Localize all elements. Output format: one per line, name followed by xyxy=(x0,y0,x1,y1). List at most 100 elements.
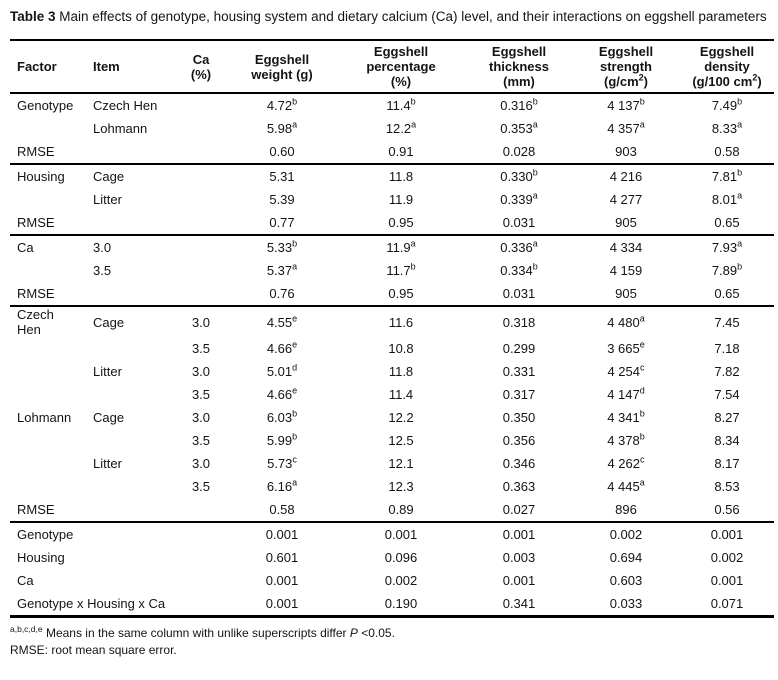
cell-eggshell-weight: 5.31 xyxy=(228,163,336,188)
item-cell: 3.0 xyxy=(86,234,174,259)
cell-eggshell-thickness: 0.331 xyxy=(502,364,536,379)
cell-eggshell-strength: 4 254c xyxy=(607,362,645,379)
table-row: RMSE 0.77 0.95 0.031 905 0.65 xyxy=(10,211,774,235)
item-cell: Cage xyxy=(86,163,174,188)
ca-cell xyxy=(174,282,228,306)
ca-cell xyxy=(174,188,228,211)
factor-cell: RMSE xyxy=(17,144,55,159)
cell-eggshell-percentage: 11.4 xyxy=(388,387,414,402)
table-row: Housing 0.601 0.096 0.003 0.694 0.002 xyxy=(10,546,774,569)
cell-eggshell-density: 8.17 xyxy=(714,456,740,471)
cell-eggshell-thickness: 0.363 xyxy=(502,479,536,494)
cell-eggshell-weight: 5.33b xyxy=(228,234,336,259)
table-caption: Table 3 Main effects of genotype, housin… xyxy=(10,8,768,25)
cell-eggshell-density: 8.34 xyxy=(714,433,740,448)
table-row: 3.5 4.66e 10.8 0.299 3 665e 7.18 xyxy=(10,337,774,360)
col-header-factor: Factor xyxy=(10,39,86,94)
table-row: RMSE 0.76 0.95 0.031 905 0.65 xyxy=(10,282,774,306)
cell-eggshell-strength: 3 665e xyxy=(607,339,645,356)
cell-eggshell-thickness: 0.356 xyxy=(502,433,536,448)
cell-eggshell-thickness: 0.003 xyxy=(502,550,536,565)
cell-eggshell-density: 0.65 xyxy=(714,286,740,301)
cell-eggshell-percentage: 0.95 xyxy=(388,286,414,301)
cell-eggshell-strength: 4 445a xyxy=(607,477,645,494)
cell-eggshell-thickness: 0.299 xyxy=(502,341,536,356)
ca-cell: 3.5 xyxy=(191,479,211,494)
ca-cell: 3.0 xyxy=(191,410,211,425)
ca-cell: 3.5 xyxy=(191,387,211,402)
cell-eggshell-weight: 6.16a xyxy=(266,477,298,494)
table-row: Ca 0.001 0.002 0.001 0.603 0.001 xyxy=(10,569,774,592)
cell-eggshell-percentage: 12.2 xyxy=(388,410,414,425)
cell-eggshell-strength: 0.033 xyxy=(609,596,643,611)
row-label-cell: Genotype x Housing x Ca xyxy=(17,596,166,611)
cell-eggshell-thickness: 0.316b xyxy=(500,96,538,113)
cell-eggshell-percentage: 11.9 xyxy=(388,192,414,207)
ca-cell xyxy=(174,163,228,188)
cell-eggshell-percentage: 0.190 xyxy=(384,596,418,611)
factor-cell: RMSE xyxy=(17,215,55,230)
cell-eggshell-weight: 5.98a xyxy=(266,119,298,136)
cell-eggshell-strength: 4 147d xyxy=(607,385,645,402)
cell-eggshell-weight: 4.66e xyxy=(266,385,298,402)
cell-eggshell-thickness: 0.330b xyxy=(466,163,572,188)
footnotes: a,b,c,d,e Means in the same column with … xyxy=(10,625,768,659)
row-label-cell: Housing xyxy=(17,550,65,565)
item-cell xyxy=(86,383,174,406)
cell-eggshell-percentage: 12.1 xyxy=(388,456,414,471)
table-row: 3.5 6.16a 12.3 0.363 4 445a 8.53 xyxy=(10,475,774,498)
cell-eggshell-weight: 5.99b xyxy=(266,431,298,448)
table-row: Litter 3.0 5.01d 11.8 0.331 4 254c 7.82 xyxy=(10,360,774,383)
factor-cell: Housing xyxy=(10,163,86,188)
cell-eggshell-weight: 5.39 xyxy=(269,192,295,207)
cell-eggshell-density: 7.18 xyxy=(714,341,740,356)
cell-eggshell-weight: 0.76 xyxy=(269,286,295,301)
factor-cell xyxy=(10,188,86,211)
cell-eggshell-weight: 5.73c xyxy=(267,454,297,471)
table-row: Litter 5.39 11.9 0.339a 4 277 8.01a xyxy=(10,188,774,211)
cell-eggshell-weight: 0.58 xyxy=(269,502,295,517)
col-header-eggshell-thickness: Eggshell thickness (mm) xyxy=(466,39,572,94)
cell-eggshell-thickness: 0.353a xyxy=(500,119,538,136)
cell-eggshell-density: 7.89b xyxy=(711,261,743,278)
table-body: Genotype Czech Hen 4.72b 11.4b 0.316b 4 137b 7… xyxy=(10,93,774,617)
col-header-eggshell-strength: Eggshell strength (g/cm2) xyxy=(572,39,680,94)
cell-eggshell-density: 0.65 xyxy=(714,215,740,230)
ca-cell xyxy=(174,211,228,235)
cell-eggshell-density: 7.54 xyxy=(714,387,740,402)
item-cell xyxy=(86,337,174,360)
cell-eggshell-strength: 4 159 xyxy=(609,263,643,278)
cell-eggshell-weight: 0.601 xyxy=(265,550,299,565)
cell-eggshell-strength: 4 137b xyxy=(607,96,645,113)
cell-eggshell-percentage: 11.9a xyxy=(336,234,466,259)
table-row: Litter 3.0 5.73c 12.1 0.346 4 262c 8.17 xyxy=(10,452,774,475)
cell-eggshell-thickness: 0.336a xyxy=(466,234,572,259)
cell-eggshell-percentage: 0.95 xyxy=(388,215,414,230)
factor-cell: RMSE xyxy=(17,286,55,301)
table-caption-text: Main effects of genotype, housing system… xyxy=(55,9,767,24)
cell-eggshell-density: 0.071 xyxy=(710,596,744,611)
cell-eggshell-density: 8.01a xyxy=(711,190,743,207)
ca-cell xyxy=(174,93,228,117)
factor-cell xyxy=(10,117,86,140)
cell-eggshell-weight: 0.001 xyxy=(265,573,299,588)
cell-eggshell-density: 7.49b xyxy=(711,96,743,113)
footnote: a,b,c,d,e Means in the same column with … xyxy=(10,624,395,640)
table-header: Factor Item Ca (%) Eggshell weight (g) Eggshel… xyxy=(10,39,774,94)
cell-eggshell-strength: 4 262c xyxy=(607,454,645,471)
item-cell: Litter xyxy=(93,192,122,207)
item-cell: Lohmann xyxy=(93,121,148,136)
col-header-item: Item xyxy=(86,39,174,94)
cell-eggshell-thickness: 0.001 xyxy=(502,573,536,588)
cell-eggshell-density: 0.58 xyxy=(714,144,740,159)
cell-eggshell-density: 7.82 xyxy=(714,364,740,379)
cell-eggshell-percentage: 0.002 xyxy=(384,573,418,588)
ca-cell: 3.5 xyxy=(191,433,211,448)
cell-eggshell-strength: 905 xyxy=(615,286,637,301)
cell-eggshell-strength: 4 216 xyxy=(572,163,680,188)
cell-eggshell-weight: 5.37a xyxy=(266,261,298,278)
item-cell xyxy=(86,282,174,306)
ca-cell: 3.0 xyxy=(191,456,211,471)
table-row: Czech Hen Cage 3.0 4.55e 11.6 0.318 4 480a 7.45 xyxy=(10,305,774,337)
factor-cell: Czech Hen xyxy=(10,305,86,337)
